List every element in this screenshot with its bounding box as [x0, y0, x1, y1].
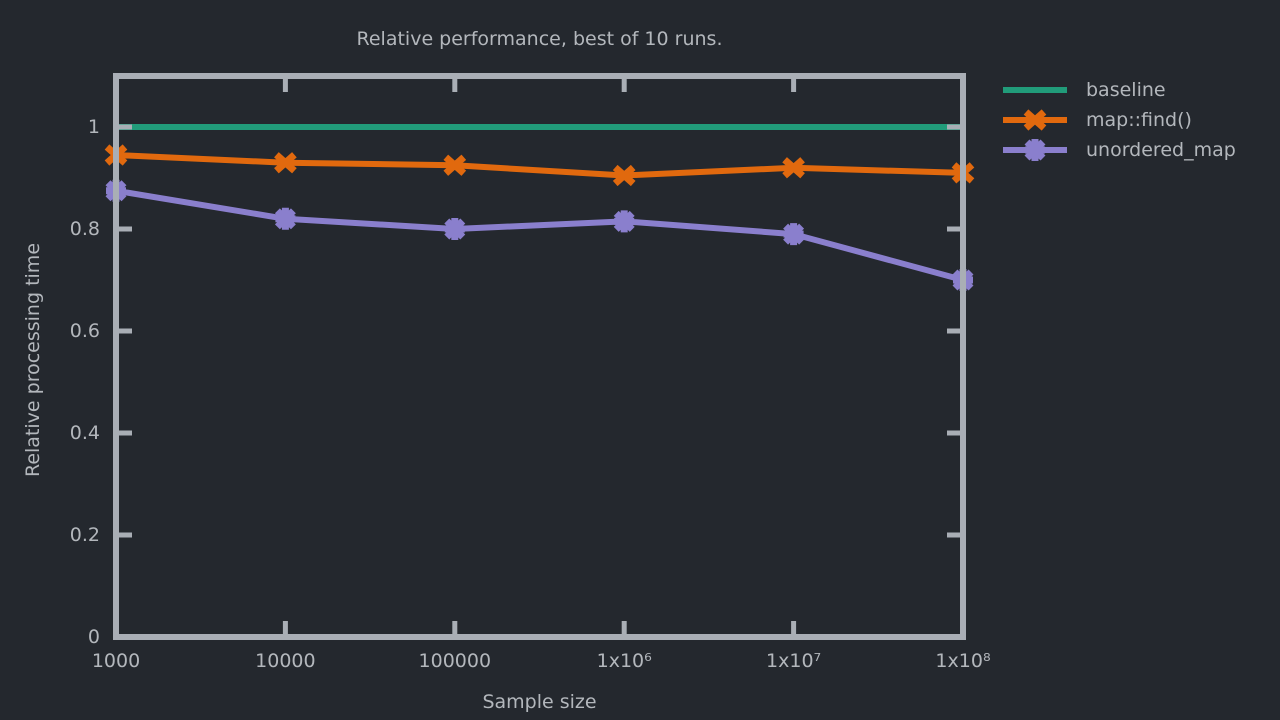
series-1-cross-marker: [274, 152, 297, 174]
x-tick-label: 10000: [255, 650, 316, 672]
x-tick-label: 1000: [91, 650, 141, 672]
plot-border: [113, 73, 966, 640]
series-1-cross-marker: [443, 154, 467, 176]
y-tick-label: 0: [87, 626, 100, 648]
chart-title: Relative performance, best of 10 runs.: [356, 28, 723, 50]
legend: baseline map::find() unordered_map: [1000, 75, 1236, 165]
x-axis-label: Sample size: [482, 691, 597, 713]
series-2-star-marker: [613, 210, 635, 233]
y-tick-label: 1: [87, 116, 100, 138]
series-2-line: [115, 187, 964, 283]
legend-star-marker: [1024, 139, 1046, 161]
legend-line-sample-map-find: [1003, 109, 1067, 131]
legend-label: map::find(): [1086, 109, 1192, 131]
series-2-star-marker: [783, 223, 805, 246]
legend-cross-marker: [1023, 109, 1047, 131]
y-tick-label: 0.8: [69, 218, 100, 240]
y-tick-label: 0.4: [69, 422, 100, 444]
legend-item-baseline: baseline: [1000, 75, 1236, 105]
legend-label: unordered_map: [1086, 139, 1236, 161]
legend-item-unordered-map: unordered_map: [1000, 135, 1236, 165]
series-1-line: [115, 152, 964, 179]
series-2-star-marker: [444, 218, 466, 240]
series-2-star-marker: [274, 207, 296, 230]
x-tick-label: 1x10⁶: [596, 650, 652, 672]
x-tick-label: 100000: [418, 650, 492, 672]
legend-line-sample-baseline: [1003, 87, 1067, 93]
legend-line-sample-unordered-map: [1003, 139, 1067, 161]
legend-item-map-find: map::find(): [1000, 105, 1236, 135]
x-tick-label: 1x10⁷: [766, 650, 822, 672]
y-tick-label: 0.2: [69, 524, 100, 546]
y-tick-label: 0.6: [69, 320, 100, 342]
x-tick-label: 1x10⁸: [935, 650, 991, 672]
series-1-cross-marker: [782, 157, 805, 179]
legend-label: baseline: [1086, 79, 1166, 101]
series-1-cross-marker: [612, 164, 636, 187]
